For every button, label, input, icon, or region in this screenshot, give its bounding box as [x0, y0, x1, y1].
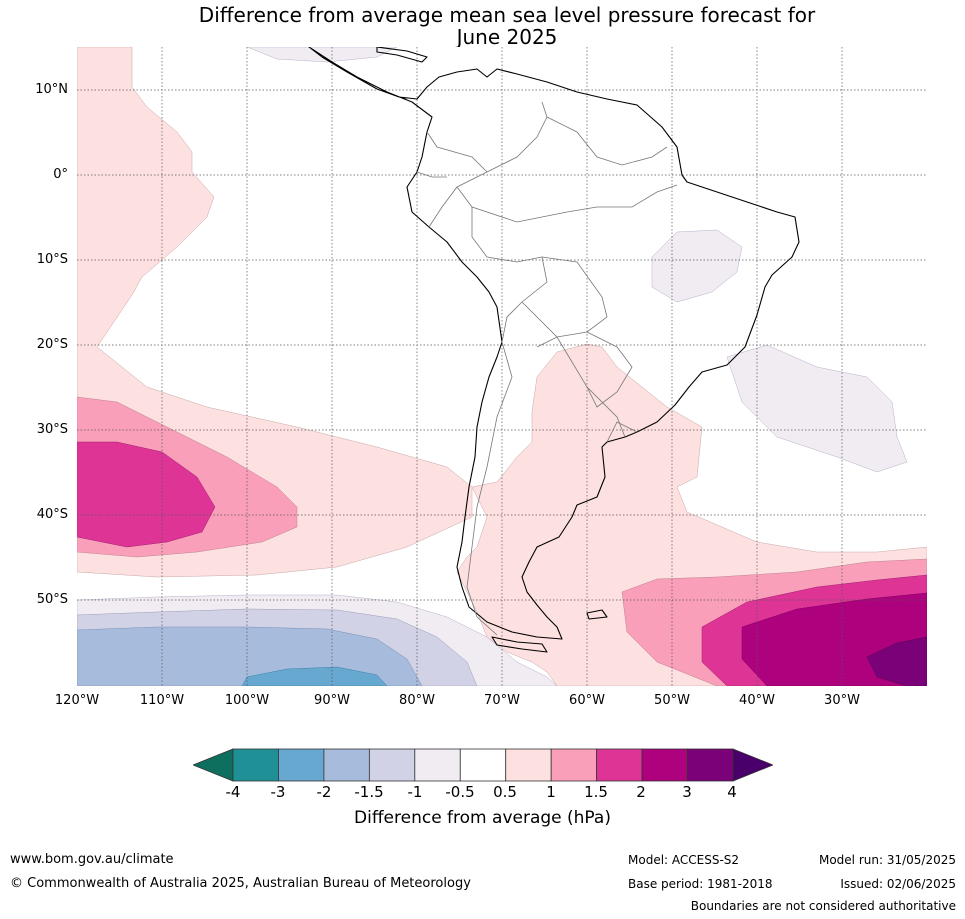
lon-label-60w: 60°W	[569, 693, 605, 708]
border-amazon	[456, 184, 678, 223]
falkland-islands	[586, 609, 608, 620]
colorbar-swatch	[414, 748, 461, 782]
colorbar-arrow-low	[193, 748, 234, 782]
lat-label-0: 0°	[53, 167, 68, 182]
title-line-2: June 2025	[456, 25, 558, 49]
pressure-anomaly-map	[77, 47, 927, 686]
lon-label-40w: 40°W	[739, 693, 775, 708]
cb-tick: -1	[407, 783, 423, 801]
colorbar-swatch	[687, 748, 734, 782]
cb-tick: 1	[546, 783, 556, 801]
cb-tick: 3	[682, 783, 692, 801]
lat-label-50s: 50°S	[36, 592, 68, 607]
model-text: Model: ACCESS-S2	[628, 853, 740, 867]
cb-tick: -3	[270, 783, 286, 801]
border-paraguay	[586, 331, 633, 408]
copyright-text: © Commonwealth of Australia 2025, Austra…	[10, 876, 471, 891]
contour-south-atlantic--0.5	[726, 344, 908, 473]
title-line-1: Difference from average mean sea level p…	[198, 3, 816, 27]
lon-label-100w: 100°W	[224, 693, 270, 708]
model-run-text: Model run: 31/05/2025	[818, 853, 956, 867]
colorbar-label: Difference from average (hPa)	[354, 808, 611, 828]
lat-label-40s: 40°S	[36, 507, 68, 522]
border-uruguay	[606, 421, 638, 443]
colorbar-swatch	[505, 748, 552, 782]
country-borders	[416, 101, 678, 636]
colorbar-swatch	[641, 748, 688, 782]
cb-tick: -1.5	[354, 783, 384, 801]
cuba	[376, 47, 428, 63]
lon-label-70w: 70°W	[484, 693, 520, 708]
coastlines	[308, 47, 800, 653]
border-ecuador	[416, 171, 447, 178]
cb-tick: -2	[316, 783, 332, 801]
disclaimer-text: Boundaries are not considered authoritat…	[690, 899, 956, 913]
lon-label-50w: 50°W	[654, 693, 690, 708]
contour-brazil-interior--0.5	[651, 229, 743, 303]
lat-label-10n: 10°N	[35, 82, 68, 97]
lon-label-110w: 110°W	[139, 693, 185, 708]
cb-tick: 0.5	[493, 783, 517, 801]
contour-pacific-1.5	[77, 441, 216, 548]
contour-caribbean--0.5	[246, 47, 398, 63]
colorbar-swatch	[459, 748, 507, 782]
tierra-del-fuego	[491, 636, 548, 653]
chart-title: Difference from average mean sea level p…	[0, 4, 965, 48]
colorbar-swatch	[596, 748, 643, 782]
lon-label-90w: 90°W	[314, 693, 350, 708]
colorbar-swatch	[550, 748, 598, 782]
issued-text: Issued: 02/06/2025	[840, 877, 956, 891]
cb-tick: 1.5	[584, 783, 608, 801]
colorbar-arrow-high	[732, 748, 773, 782]
border-argentina-chile	[466, 341, 513, 636]
base-period-text: Base period: 1981-2018	[628, 877, 773, 891]
lat-label-20s: 20°S	[36, 337, 68, 352]
lat-label-10s: 10°S	[36, 252, 68, 267]
graticule	[77, 47, 927, 686]
website-text: www.bom.gov.au/climate	[10, 852, 174, 867]
lat-label-30s: 30°S	[36, 422, 68, 437]
anomaly-contours	[77, 47, 927, 686]
colorbar	[193, 748, 773, 782]
border-guyanas	[546, 116, 668, 166]
cb-tick: -4	[225, 783, 241, 801]
colorbar-swatch	[368, 748, 416, 782]
lon-label-120w: 120°W	[54, 693, 100, 708]
south-america-coastline	[308, 47, 800, 640]
colorbar-swatch	[278, 748, 325, 782]
contour-south-pacific--2	[241, 666, 388, 686]
cb-tick: 2	[636, 783, 646, 801]
cb-tick: 4	[727, 783, 737, 801]
border-venezuela	[486, 101, 548, 173]
lon-label-30w: 30°W	[824, 693, 860, 708]
cb-tick: -0.5	[445, 783, 475, 801]
lon-label-80w: 80°W	[399, 693, 435, 708]
contour-atlantic-3	[866, 636, 927, 686]
colorbar-swatch	[232, 748, 279, 782]
colorbar-swatch	[323, 748, 370, 782]
